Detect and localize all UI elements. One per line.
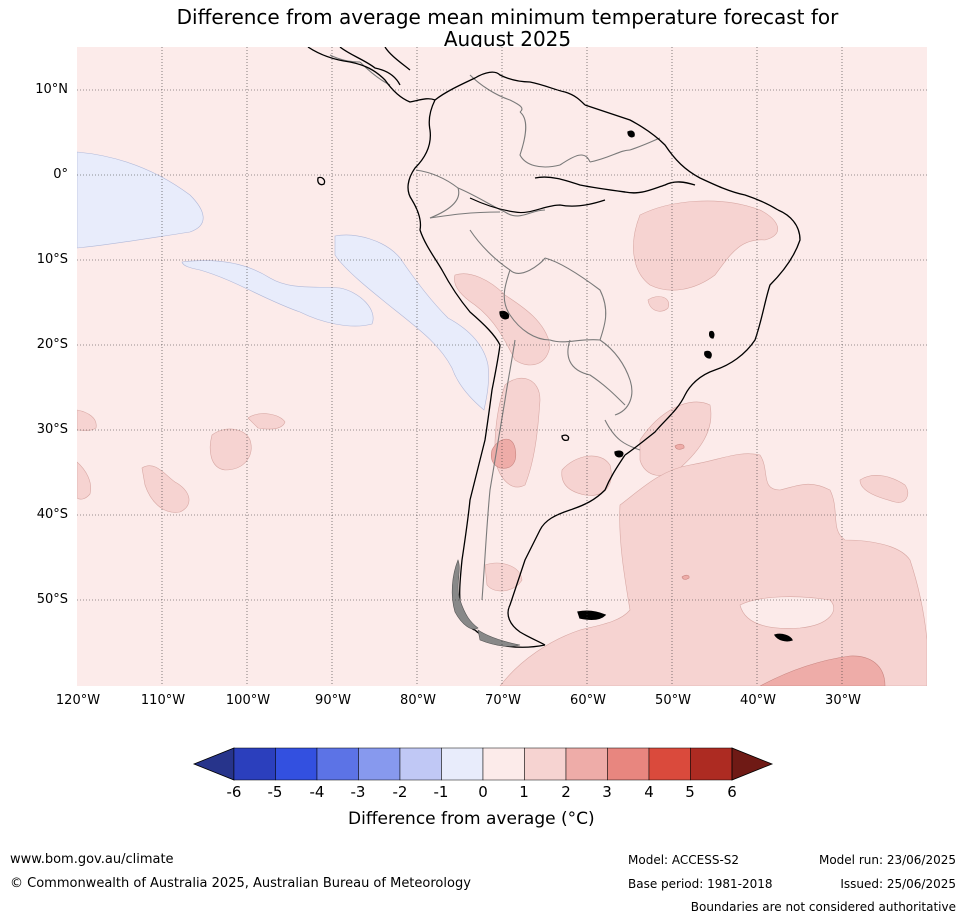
colorbar-tick: -5 (267, 783, 283, 801)
lon-label-40w: 40°W (740, 693, 776, 708)
colorbar-swatch (441, 747, 484, 781)
colorbar-swatch (399, 747, 442, 781)
lat-label-30s: 30°S (36, 422, 68, 437)
cool-anomaly-region (181, 260, 374, 327)
strong-warm-anomaly-region (674, 443, 685, 450)
lon-label-30w: 30°W (825, 693, 861, 708)
colorbar-tick: 0 (478, 783, 488, 801)
model-name: Model: ACCESS-S2 (628, 853, 740, 867)
issued-date: Issued: 25/06/2025 (840, 877, 956, 891)
copyright-text: © Commonwealth of Australia 2025, Austra… (10, 876, 471, 891)
warm-anomaly-region (247, 413, 286, 430)
warm-anomaly-region (647, 296, 669, 312)
warm-anomaly-region (739, 596, 835, 629)
cool-anomaly-region (334, 234, 489, 411)
colorbar-tick: -1 (433, 783, 449, 801)
warm-anomaly-region (633, 200, 778, 291)
colorbar-swatch (316, 747, 359, 781)
lat-label-40s: 40°S (36, 507, 68, 522)
strong-warm-anomaly-region (681, 574, 690, 580)
warm-anomaly-region (484, 562, 523, 592)
colorbar-tick: 2 (561, 783, 571, 801)
lon-label-120w: 120°W (55, 693, 101, 708)
lon-label-90w: 90°W (315, 693, 351, 708)
warm-anomaly-region (639, 401, 712, 476)
base-period: Base period: 1981-2018 (628, 877, 773, 891)
colorbar-tick: 3 (602, 783, 612, 801)
lat-label-0: 0° (53, 167, 68, 182)
strong-warm-anomaly-region (759, 655, 886, 686)
colorbar-swatch (275, 747, 318, 781)
warm-anomaly-region (561, 455, 612, 496)
lon-label-70w: 70°W (485, 693, 521, 708)
lat-label-20s: 20°S (36, 337, 68, 352)
colorbar-tick: -2 (392, 783, 408, 801)
map-title-line2: August 2025 (443, 27, 572, 51)
warm-anomaly-region (454, 273, 551, 366)
colorbar-swatches (192, 747, 774, 781)
lon-label-60w: 60°W (570, 693, 606, 708)
colorbar-tick: 6 (727, 783, 737, 801)
graticule (77, 47, 927, 686)
colorbar-swatch (482, 747, 525, 781)
colorbar-tick: -3 (350, 783, 366, 801)
warm-anomaly-region (209, 428, 252, 471)
colorbar-tick: 4 (644, 783, 654, 801)
coastlines (307, 47, 801, 648)
lat-label-50s: 50°S (36, 592, 68, 607)
chile-archipelago (451, 559, 521, 647)
colorbar-tick: -6 (226, 783, 242, 801)
colorbar-swatch (233, 747, 276, 781)
lat-label-10n: 10°N (35, 82, 68, 97)
map-title-line1: Difference from average mean minimum tem… (176, 5, 839, 29)
colorbar-swatch (565, 747, 608, 781)
lon-label-50w: 50°W (655, 693, 691, 708)
warm-anomaly-region (859, 475, 909, 503)
warm-anomaly-region (141, 465, 190, 513)
lon-label-110w: 110°W (140, 693, 186, 708)
colorbar-extend-high (731, 747, 774, 781)
colorbar-label: Difference from average (°C) (348, 809, 595, 829)
warm-anomaly-region (499, 453, 927, 686)
colorbar-tick: 5 (685, 783, 695, 801)
lat-label-10s: 10°S (36, 252, 68, 267)
website-link[interactable]: www.bom.gov.au/climate (10, 852, 174, 867)
warm-anomaly-region (77, 461, 91, 500)
colorbar-tick: -4 (309, 783, 325, 801)
model-run-date: Model run: 23/06/2025 (818, 853, 956, 867)
colorbar-swatch (690, 747, 733, 781)
lon-label-80w: 80°W (400, 693, 436, 708)
colorbar-extend-low (192, 747, 235, 781)
colorbar-swatch (358, 747, 401, 781)
colorbar-swatch (648, 747, 691, 781)
colorbar-swatch (607, 747, 650, 781)
lon-label-100w: 100°W (225, 693, 271, 708)
country-borders (329, 54, 661, 601)
cool-anomaly-region (77, 151, 204, 249)
forecast-map (77, 47, 927, 686)
colorbar-swatch (524, 747, 567, 781)
disclaimer-text: Boundaries are not considered authoritat… (690, 900, 956, 914)
colorbar-tick: 1 (519, 783, 529, 801)
